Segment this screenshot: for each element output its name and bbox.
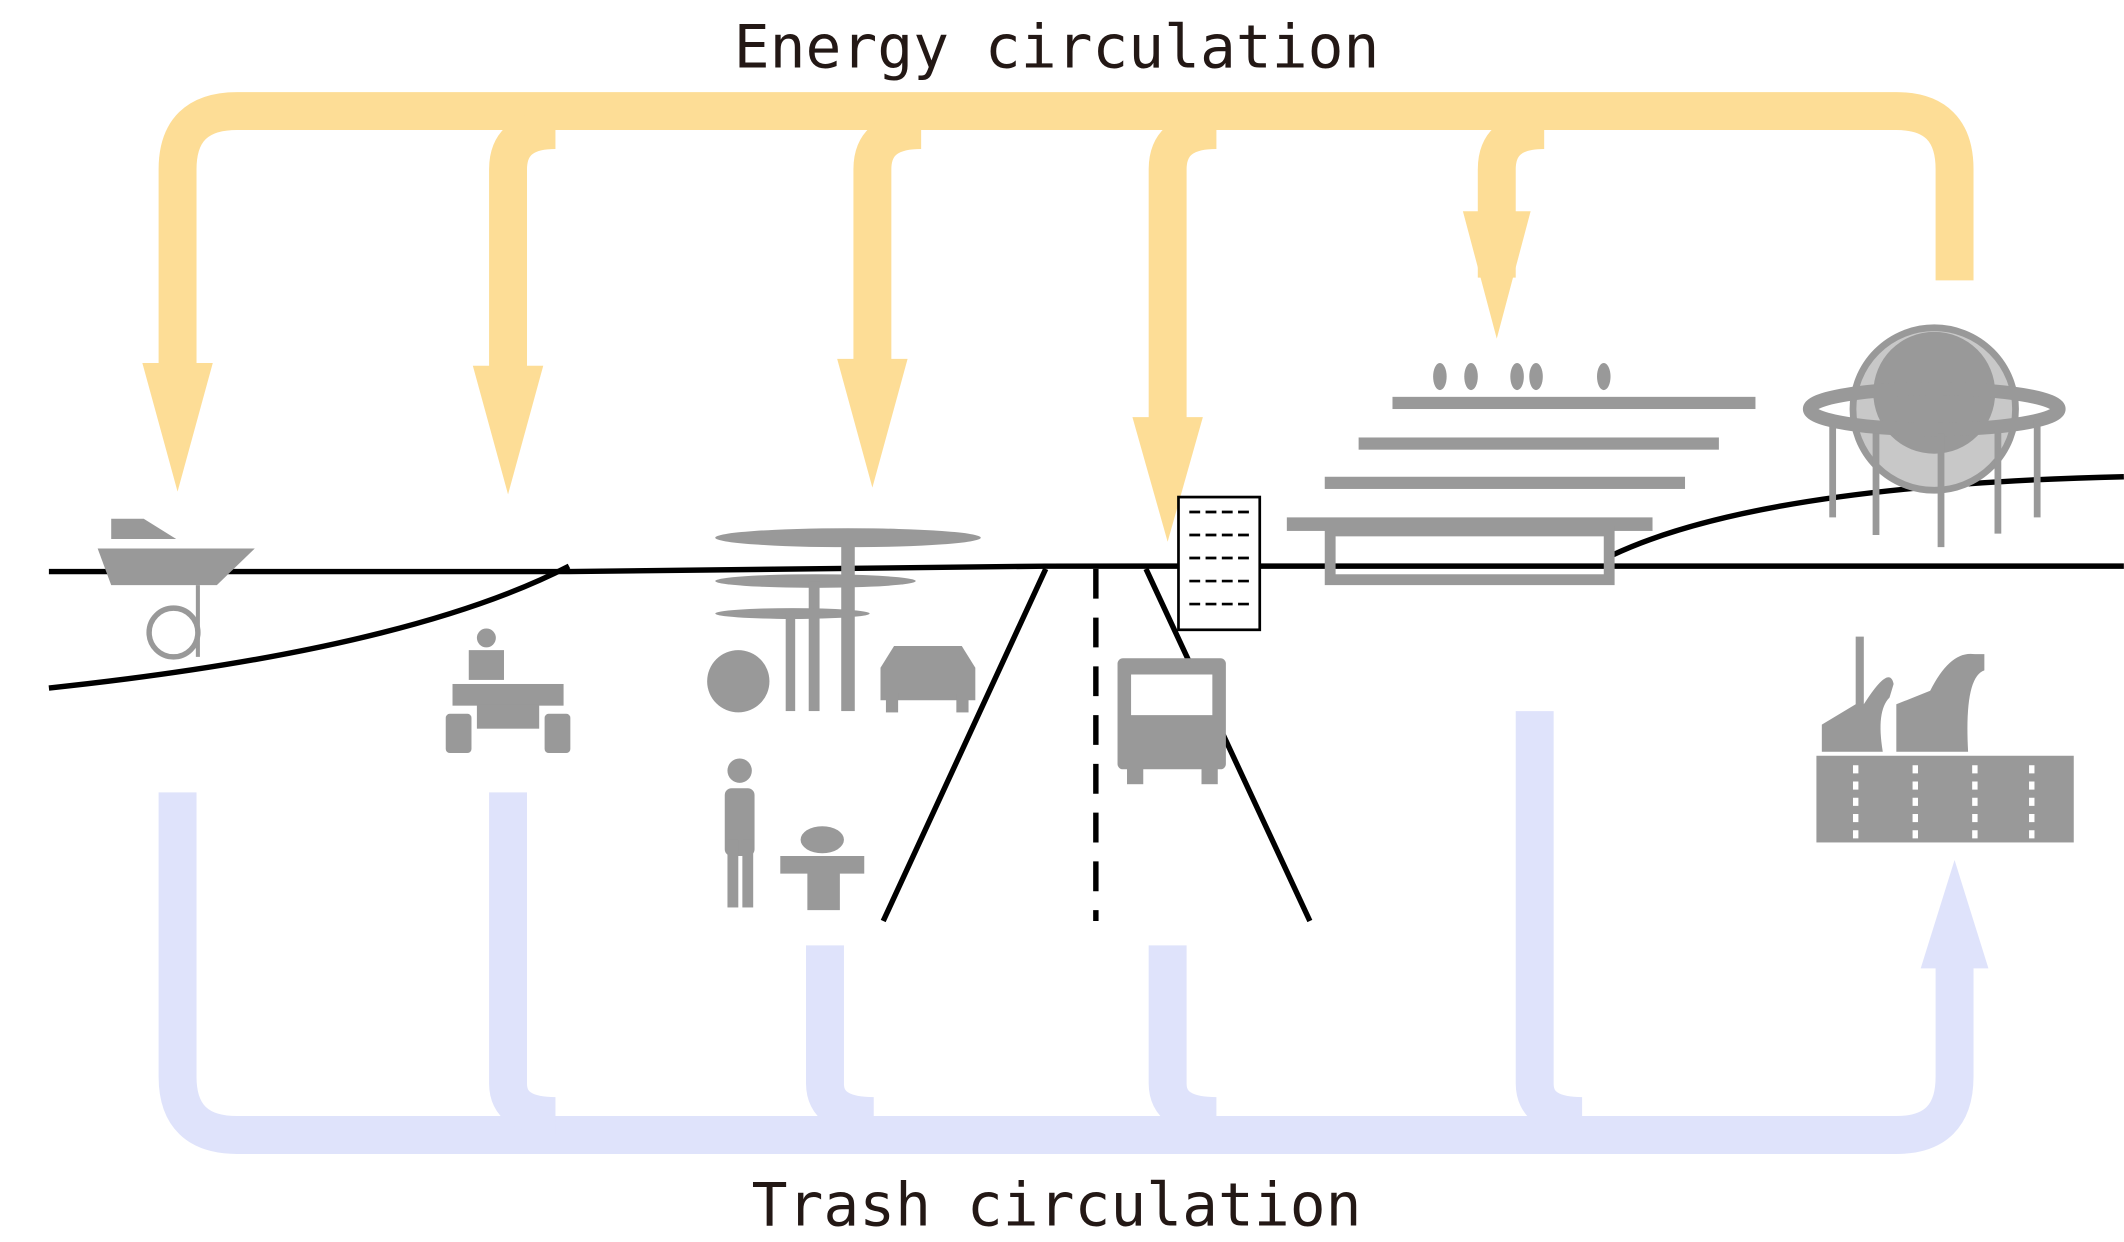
energy-title: Energy circulation bbox=[734, 14, 1380, 83]
ground bbox=[49, 477, 2124, 921]
trash-flow bbox=[178, 711, 1989, 1135]
trash-title: Trash circulation bbox=[752, 1172, 1362, 1241]
icons bbox=[98, 328, 2074, 910]
diagram: Energy circulation Trash circulation bbox=[0, 0, 2124, 1242]
